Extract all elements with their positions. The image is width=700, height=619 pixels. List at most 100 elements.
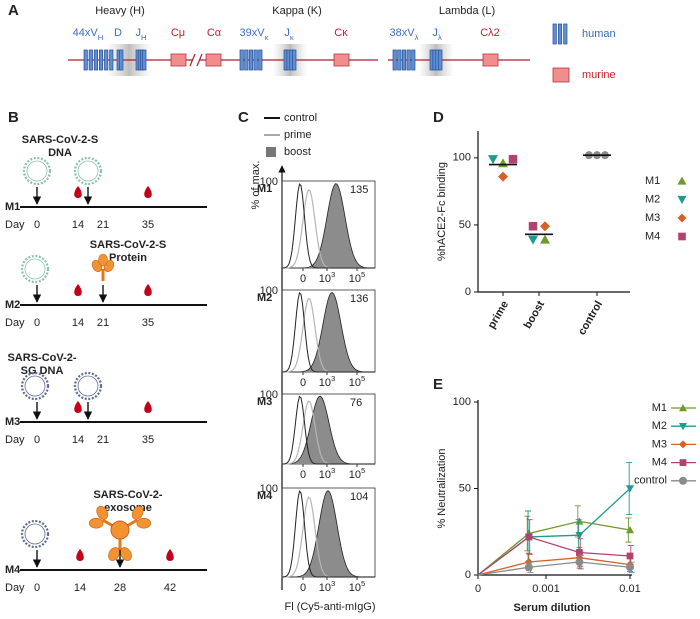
sample-label: M2 — [257, 292, 272, 304]
human-segment — [248, 49, 254, 71]
mfi-value: 136 — [350, 293, 368, 305]
human-segment — [292, 49, 297, 71]
point — [528, 222, 538, 231]
murine-segment — [482, 53, 499, 67]
plasmid — [24, 258, 46, 280]
locus-title: Kappa (K) — [272, 5, 322, 17]
x-tick-label: 105 — [349, 270, 366, 285]
blood-drop — [74, 401, 82, 413]
x-tick-label: 0 — [300, 469, 306, 481]
mfi-value: 135 — [350, 184, 368, 196]
axis-title: Fl (Cy5-anti-mIgG) — [284, 601, 375, 613]
x-tick-label: 105 — [349, 579, 366, 594]
day-value: 14 — [72, 434, 84, 446]
label-super: 5 — [361, 466, 365, 475]
label-super: 3 — [331, 270, 335, 279]
protein — [131, 505, 144, 520]
y-tick-label: 100 — [260, 483, 278, 495]
human-segment — [142, 49, 147, 71]
point — [626, 563, 634, 572]
plasmid — [24, 523, 46, 545]
day-value: 35 — [142, 219, 154, 231]
label-part: Cμ — [171, 27, 185, 39]
y-tick-label: 100 — [260, 176, 278, 188]
panel-letter: D — [433, 109, 444, 126]
blood-drop — [144, 284, 152, 296]
antigen-label: SARS-CoV-2-S — [90, 239, 166, 251]
label-part: 10 — [319, 582, 331, 594]
plasmid — [20, 254, 50, 284]
x-tick-label: 0 — [475, 583, 481, 595]
protein — [88, 517, 104, 529]
histogram-boost — [282, 490, 375, 578]
segment-label: Jλ — [432, 27, 442, 42]
exosome-protein — [108, 538, 132, 561]
point — [540, 221, 550, 232]
legend-marker — [677, 195, 687, 204]
point — [498, 158, 508, 168]
legend-marker — [679, 404, 687, 412]
legend-marker — [679, 476, 687, 485]
histogram-boost — [283, 183, 376, 269]
plasmid — [20, 371, 50, 401]
panel-letter: C — [238, 109, 249, 126]
legend-label: M2 — [652, 420, 667, 432]
blood-drop — [144, 186, 152, 198]
group-label: M4 — [5, 564, 21, 576]
panel-letter: E — [433, 376, 443, 393]
human-segment — [104, 49, 109, 71]
legend-label: control — [634, 475, 667, 487]
antigen-label: DNA — [48, 147, 72, 159]
label-part: Cλ2 — [480, 27, 500, 39]
label-part: 0 — [300, 377, 306, 389]
label-part: 0 — [300, 469, 306, 481]
point — [626, 526, 634, 534]
x-tick-label: 105 — [349, 466, 366, 481]
human-segment — [557, 23, 563, 45]
plasmid — [77, 160, 99, 182]
day-value: 14 — [72, 219, 84, 231]
label-super: 5 — [361, 579, 365, 588]
legend-label: M3 — [652, 438, 667, 450]
label-part: 39xV — [240, 27, 266, 39]
murine-segment — [333, 53, 350, 67]
label-part: 10 — [349, 469, 361, 481]
mfi-value: 76 — [350, 397, 362, 409]
point — [498, 171, 508, 182]
day-value: 14 — [74, 582, 86, 594]
blood-drop — [74, 284, 82, 296]
legend-marker — [679, 459, 687, 466]
point — [626, 485, 634, 493]
plasmid — [73, 156, 103, 186]
break-gap — [192, 55, 200, 65]
histogram-control — [282, 183, 375, 269]
point — [508, 154, 518, 164]
legend-label: murine — [582, 69, 616, 81]
plasmid — [26, 160, 48, 182]
point — [576, 549, 583, 556]
label-part: 10 — [349, 377, 361, 389]
segment-label: Cμ — [171, 27, 185, 39]
point — [575, 517, 584, 525]
protein-stem — [126, 518, 139, 528]
human-segment — [119, 49, 124, 71]
protein — [98, 253, 108, 267]
x-tick-label: 0 — [300, 582, 306, 594]
day-label: Day — [5, 582, 25, 594]
segment-label: Jκ — [284, 27, 294, 42]
x-tick-label: control — [576, 299, 605, 337]
histogram-control — [282, 490, 375, 578]
segment-label: Cλ2 — [480, 27, 500, 39]
legend-label: human — [582, 28, 616, 40]
protein — [96, 505, 109, 520]
human-segment — [109, 49, 114, 71]
label-super: 5 — [361, 270, 365, 279]
blood-drop — [166, 549, 174, 561]
day-label: Day — [5, 317, 25, 329]
legend-label: M2 — [645, 193, 660, 205]
label-super: 3 — [331, 374, 335, 383]
sample-label: M4 — [257, 490, 273, 502]
label-part: Cα — [207, 27, 222, 39]
locus-title: Lambda (L) — [439, 5, 495, 17]
legend-label: control — [284, 112, 317, 124]
